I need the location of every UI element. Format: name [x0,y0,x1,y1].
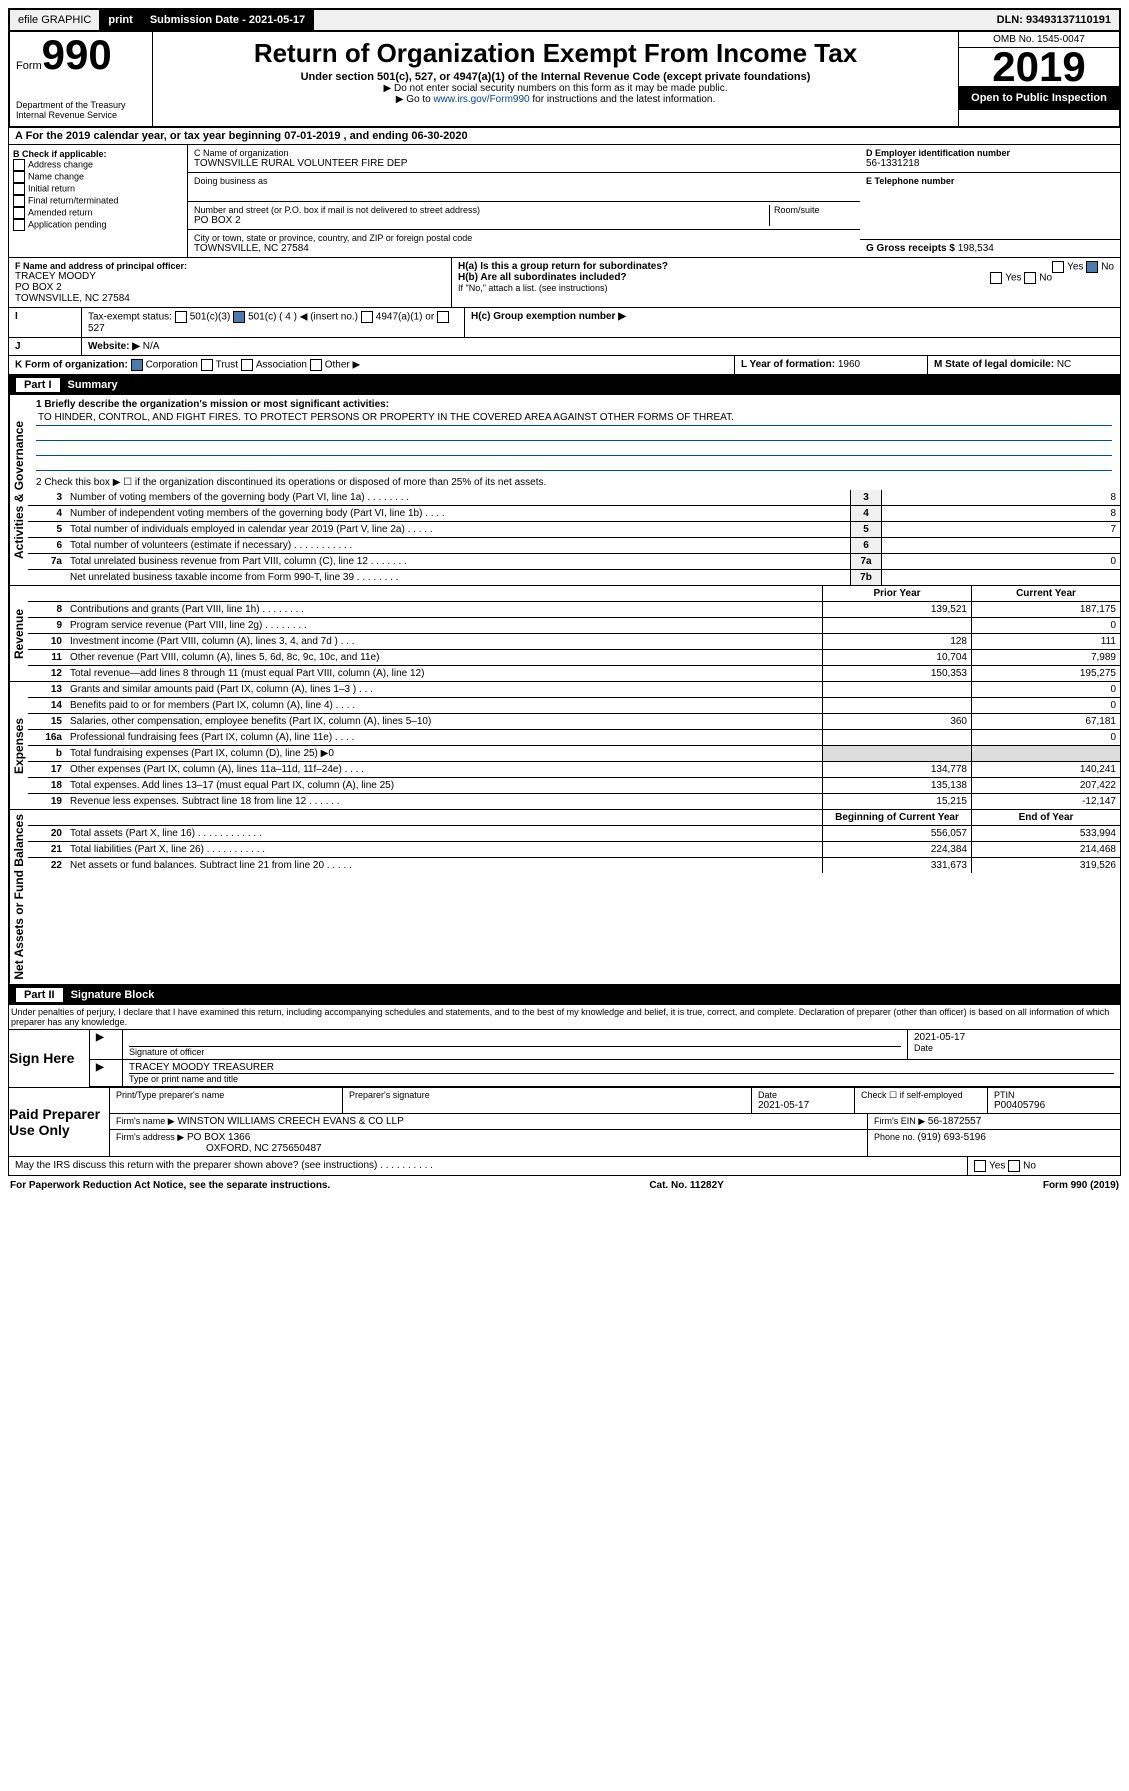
discuss-no-checkbox[interactable] [1008,1160,1020,1172]
declaration-text: Under penalties of perjury, I declare th… [8,1005,1121,1030]
hb-yes-checkbox[interactable] [990,272,1002,284]
firm-ein: 56-1872557 [928,1116,981,1127]
paid-preparer-label: Paid Preparer Use Only [9,1088,110,1156]
gross-receipts: 198,534 [958,243,994,254]
org-address: PO BOX 2 [194,215,769,226]
assoc-checkbox[interactable] [241,359,253,371]
form-number-block: Form990 Department of the Treasury Inter… [10,32,153,126]
501c-checkbox[interactable] [233,311,245,323]
form-title-block: Return of Organization Exempt From Incom… [153,32,958,126]
discuss-row: May the IRS discuss this return with the… [8,1157,1121,1176]
firm-name: WINSTON WILLIAMS CREECH EVANS & CO LLP [177,1116,403,1127]
527-checkbox[interactable] [437,311,449,323]
corp-checkbox[interactable] [131,359,143,371]
hb-no-checkbox[interactable] [1024,272,1036,284]
form-header: Form990 Department of the Treasury Inter… [8,32,1121,128]
4947-checkbox[interactable] [361,311,373,323]
initial-return-checkbox[interactable] [13,183,25,195]
website-row: J Website: ▶ N/A [8,338,1121,356]
state-domicile: NC [1057,359,1071,370]
officer-signature: TRACEY MOODY TREASURER [129,1062,1114,1074]
tax-year-line: A For the 2019 calendar year, or tax yea… [8,128,1121,145]
irs-link[interactable]: www.irs.gov/Form990 [433,94,529,105]
dept-label: Department of the Treasury Internal Reve… [16,100,146,120]
signature-section: Sign Here ▶Signature of officer2021-05-1… [8,1030,1121,1157]
officer-group-row: F Name and address of principal officer:… [8,258,1121,308]
ha-no-checkbox[interactable] [1086,261,1098,273]
addr-change-checkbox[interactable] [13,159,25,171]
dln-label: DLN: 93493137110191 [989,10,1119,30]
officer-name: TRACEY MOODY [15,271,445,282]
part1-header: Part ISummary [8,375,1121,395]
part2-header: Part IISignature Block [8,985,1121,1005]
form-org-row: K Form of organization: Corporation Trus… [8,356,1121,375]
firm-address: PO BOX 1366 [187,1132,250,1143]
org-details: C Name of organizationTOWNSVILLE RURAL V… [188,145,860,257]
check-applicable: B Check if applicable: Address change Na… [9,145,188,257]
year-formation: 1960 [838,359,860,370]
other-checkbox[interactable] [310,359,322,371]
discuss-yes-checkbox[interactable] [974,1160,986,1172]
name-change-checkbox[interactable] [13,171,25,183]
efile-label: efile GRAPHIC [10,10,100,30]
tax-year: 2019 [959,48,1119,86]
amended-checkbox[interactable] [13,207,25,219]
final-return-checkbox[interactable] [13,195,25,207]
org-right-col: D Employer identification number56-13312… [860,145,1120,257]
form-note1: ▶ Do not enter social security numbers o… [157,83,954,94]
top-toolbar: efile GRAPHIC print Submission Date - 20… [8,8,1121,32]
form-subtitle: Under section 501(c), 527, or 4947(a)(1)… [157,71,954,83]
org-name: TOWNSVILLE RURAL VOLUNTEER FIRE DEP [194,158,854,169]
tax-status-row: I Tax-exempt status: 501(c)(3) 501(c) ( … [8,308,1121,338]
sign-here-label: Sign Here [9,1030,90,1087]
submission-date: Submission Date - 2021-05-17 [142,10,314,30]
website-value: N/A [143,341,160,352]
form-title: Return of Organization Exempt From Incom… [157,38,954,69]
org-info-section: B Check if applicable: Address change Na… [8,145,1121,258]
form-note2: ▶ Go to www.irs.gov/Form990 for instruct… [157,94,954,105]
app-pending-checkbox[interactable] [13,219,25,231]
ha-yes-checkbox[interactable] [1052,261,1064,273]
print-button[interactable]: print [100,10,141,30]
ein: 56-1331218 [866,158,1114,169]
trust-checkbox[interactable] [201,359,213,371]
firm-phone: (919) 693-5196 [918,1132,986,1143]
ptin: P00405796 [994,1100,1114,1111]
page-footer: For Paperwork Reduction Act Notice, see … [8,1176,1121,1195]
org-city: TOWNSVILLE, NC 27584 [194,243,854,254]
501c3-checkbox[interactable] [175,311,187,323]
form-right-block: OMB No. 1545-0047 2019 Open to Public In… [958,32,1119,126]
